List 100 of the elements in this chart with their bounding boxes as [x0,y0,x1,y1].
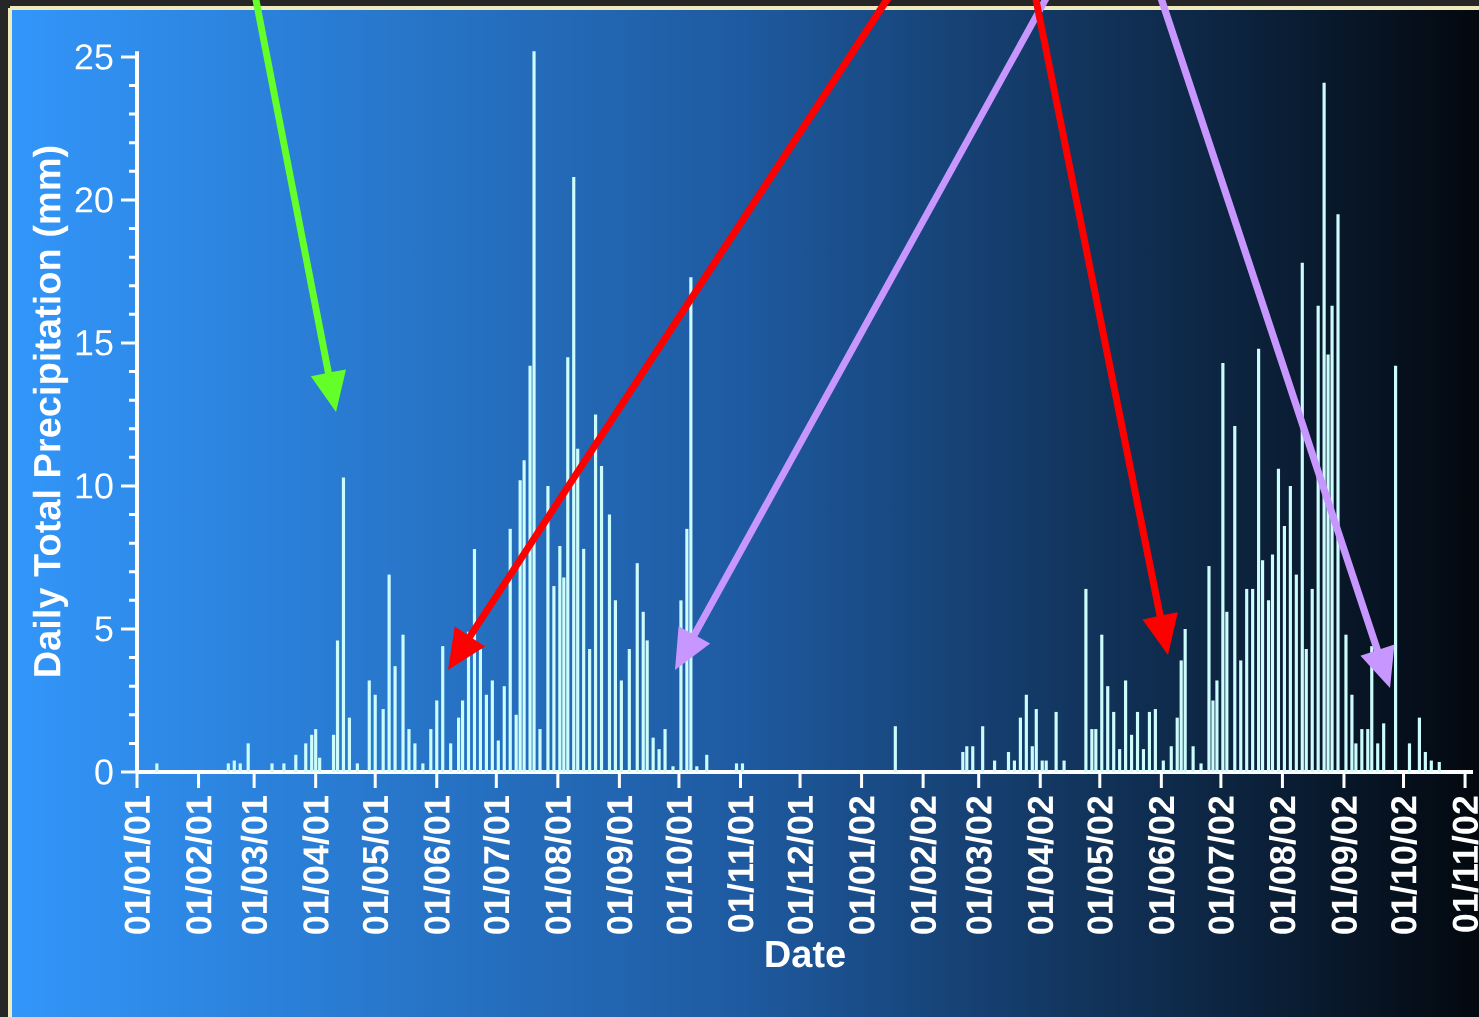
x-tick-label: 01/11/02 [1451,796,1479,932]
bar [1006,751,1011,772]
bar [1276,468,1281,772]
bar [1245,588,1249,772]
bar [435,700,439,772]
bar [1257,348,1261,772]
bar [335,640,340,772]
bar [1012,760,1017,772]
bar [1094,729,1098,772]
x-tick-label: 01/08/01 [544,796,572,934]
bar [484,694,488,772]
bar [413,743,417,772]
bar [508,528,512,772]
bar [1429,760,1433,772]
bar [588,648,592,772]
bar [532,51,536,772]
bar [1233,425,1237,772]
bar [1407,743,1412,772]
y-tick-label: 20 [75,187,113,213]
x-tick-label: 01/07/02 [1207,796,1235,934]
bar [1044,760,1048,772]
bar [1106,686,1110,772]
bar [1024,694,1028,772]
x-tick-label: 01/03/01 [240,796,268,934]
bar [740,763,745,772]
bar [1300,262,1304,772]
bar [155,763,159,772]
x-tick-label: 01/06/02 [1147,796,1175,934]
y-tick-label: 15 [76,330,113,356]
bar [1344,634,1348,772]
x-tick-label: 01/01/02 [848,796,875,934]
bar [449,743,453,772]
bar [1310,588,1314,772]
bar [641,611,645,772]
bar [627,648,631,772]
bar [1161,760,1165,772]
bar [582,548,586,772]
bar [232,760,236,772]
y-tick-label: 0 [95,759,113,785]
bar [401,634,405,772]
x-tick-label: 01/05/02 [1086,796,1114,934]
bar [893,726,897,772]
bar [407,729,411,772]
x-tick-label: 01/07/01 [482,796,510,934]
bar [1191,746,1195,772]
bar [1294,574,1298,772]
bar [1393,365,1398,772]
bar [1215,680,1219,772]
x-tick-label: 01/09/02 [1330,796,1358,934]
bar [478,648,483,772]
bar [238,763,242,772]
bar [1090,729,1094,772]
bar [695,766,699,772]
bar [355,763,359,772]
bar [965,746,969,772]
bar [1199,763,1203,772]
bar [1147,711,1152,772]
bar [1169,746,1173,772]
bar [671,766,675,772]
x-tick-label: 01/04/02 [1026,796,1054,934]
bar [1336,214,1340,772]
bar [1360,729,1364,772]
bar [304,743,308,772]
bar [1112,711,1116,772]
bar [607,514,612,772]
x-tick-label: 01/10/02 [1390,796,1417,934]
x-tick-label: 01/12/01 [786,796,814,934]
bar [1040,760,1044,772]
y-tick-label: 25 [75,44,113,70]
bar [1129,734,1134,772]
bar [347,717,351,772]
y-tick-label: 10 [76,473,113,499]
bar [496,740,500,772]
bar [270,763,274,772]
bar [490,680,494,772]
bar [1034,709,1038,772]
bar [651,737,655,772]
bar [314,729,318,772]
bar [1437,761,1441,772]
x-tick-label: 01/01/01 [123,796,151,934]
bar [619,680,623,772]
bar [635,563,639,772]
bar [1100,634,1104,772]
bar [502,686,506,772]
bar [657,749,661,772]
x-tick-label: 01/02/01 [185,796,212,934]
bar [246,743,250,772]
bar [421,763,425,772]
bar [1153,709,1157,772]
bar [282,763,286,772]
bar [993,760,997,772]
bar [294,754,298,772]
bar [341,477,346,772]
bar [613,600,618,772]
bar [373,694,377,772]
x-tick-label: 01/08/02 [1269,796,1296,934]
bar [522,460,526,772]
bar [1124,680,1128,772]
bar [599,465,604,772]
bar [1282,526,1286,772]
